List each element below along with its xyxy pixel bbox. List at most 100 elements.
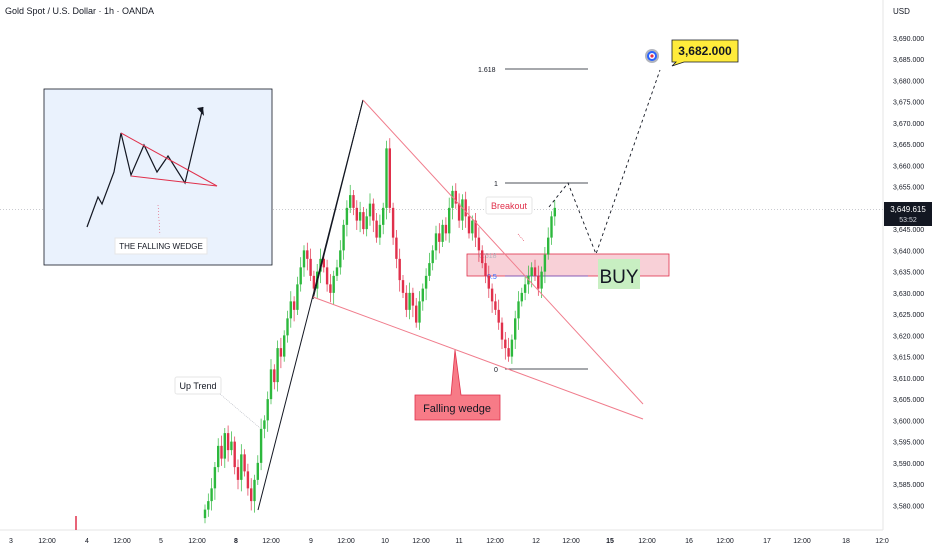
price-tick-label: 3,635.000 [893,270,924,277]
time-tick-label: 3 [9,538,13,545]
candle-bear [487,275,490,289]
buy-label-bg [598,259,640,289]
wedge-lower-line[interactable] [312,296,644,420]
candle-bear [246,471,250,489]
candle-bear [309,258,312,276]
fib-label-1618: 1.618 [478,67,496,74]
price-tick-label: 3,690.000 [893,36,924,43]
candle-bear [411,292,415,306]
wedge-upper-line[interactable] [362,99,644,405]
candle-bear [362,212,365,230]
candle-bull [461,199,464,221]
time-tick-label: 4 [85,538,89,545]
candle-bull [276,348,279,383]
price-tick-label: 3,675.000 [893,100,924,107]
candle-bear [454,190,457,204]
inset-price-path [86,106,204,228]
time-tick-label: 12:00 [638,538,656,545]
candle-bear [484,263,487,276]
price-tick-label: 3,605.000 [893,397,924,404]
inset-arrow-head-icon [197,107,204,116]
candle-bull [203,509,207,519]
candle-bull [299,267,302,285]
candle-bull [286,318,289,336]
candle-bear [474,220,477,238]
candle-bear [457,203,461,221]
candles [75,138,556,530]
symbol-title: Gold Spot / U.S. Dollar · 1h · OANDA [5,6,154,16]
time-tick-label: 12:00 [337,538,355,545]
candle-bear [273,369,276,383]
candle-bull [428,263,431,276]
projection-path[interactable] [548,69,661,256]
candle-bull [263,420,266,429]
candle-bear [279,348,283,357]
candle-bear [401,280,405,293]
impulse-retrace-line[interactable] [312,99,364,300]
candle-bull [240,454,243,480]
candle-bear [388,148,391,208]
time-tick-label: 12:00 [793,538,811,545]
candle-bull [523,284,527,293]
price-tick-label: 3,685.000 [893,57,924,64]
uptrend-pointer [219,393,261,429]
inset-wedge-upper [120,132,218,187]
candle-bear [355,207,358,221]
candle-bear [375,220,378,238]
time-tick-label: 12:00 [38,538,56,545]
candle-bull [332,275,335,293]
candle-bear [292,301,296,310]
candle-bear [464,199,467,217]
candle-bear [395,237,398,259]
time-tick-label: 12:00 [113,538,131,545]
price-tick-label: 3,630.000 [893,291,924,298]
price-axis[interactable]: 3,690.000 3,685.000 3,680.000 3,675.000 3,67… [893,36,924,511]
candle-bear [250,488,253,502]
candle-bull [213,467,217,489]
target-callout-bg [671,39,739,67]
falling-wedge-label: Falling wedge [423,403,491,415]
candle-bear [444,224,448,234]
candle-bull [210,488,213,502]
candle-bear [533,267,537,276]
candle-bear [490,288,494,302]
candle-bear [507,348,510,357]
candle-bear [236,467,240,480]
time-tick-label: 11 [455,538,462,545]
time-tick-label: 5 [159,538,163,545]
candle-bull [418,301,421,323]
candle-bear [306,250,309,259]
candle-bull [358,212,362,221]
uptrend-label: Up Trend [179,381,216,391]
time-tick-label: 9 [309,538,313,545]
inset-pointer [157,204,161,236]
candle-bull [296,284,299,310]
fib-label-0: 0 [494,367,498,374]
target-marker[interactable] [645,49,659,63]
price-tick-label: 3,640.000 [893,248,924,255]
candle-bull [553,207,556,217]
time-tick-label: 10 [381,538,389,545]
candle-bull [302,250,306,268]
price-tick-label: 3,670.000 [893,121,924,128]
fib-retracement[interactable]: 1.618 1 0.618 0.5 0 [478,67,588,374]
candle-bull [342,224,345,251]
price-tick-label: 3,585.000 [893,482,924,489]
time-tick-label: 12 [532,538,540,545]
inset-diagram[interactable]: THE FALLING WEDGE [43,88,273,266]
candle-bear [322,258,325,268]
falling-wedge-callout-bg [414,349,501,421]
candle-bull [517,301,520,319]
inset-title-bg [114,237,208,255]
price-tick-label: 3,610.000 [893,376,924,383]
candle-bear [391,207,395,238]
time-tick-label: 12:00 [486,538,504,545]
candle-bull [207,501,210,510]
candle-bear [220,445,223,459]
candle-bull [345,207,349,225]
currency-label[interactable]: USD [893,7,910,16]
time-axis[interactable]: 3 12:00 4 12:00 5 12:00 8 12:00 9 12:00 10 12:00 11 1… [9,538,889,545]
target-label: 3,682.000 [678,44,732,58]
inset-wedge-lower [130,175,218,187]
